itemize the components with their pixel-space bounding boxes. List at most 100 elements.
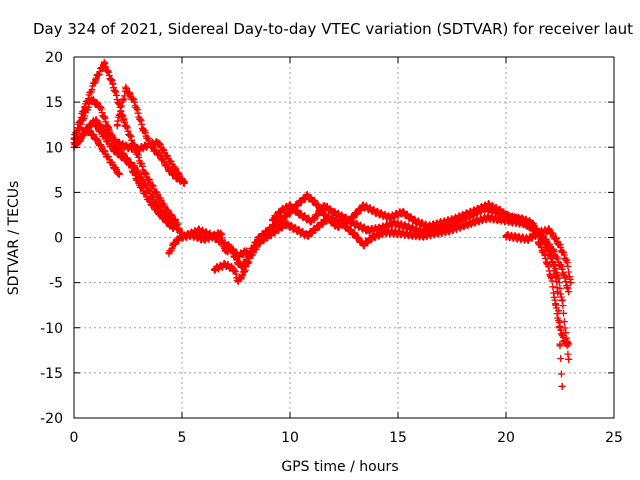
data-point: [338, 219, 346, 227]
series-trace-12: [534, 238, 573, 348]
data-point: [442, 223, 450, 231]
data-point: [558, 382, 566, 390]
data-point: [120, 154, 128, 162]
y-tick-label: 15: [45, 95, 63, 111]
data-point: [275, 217, 283, 225]
data-point: [226, 243, 234, 251]
data-point: [74, 139, 82, 147]
series-trace-11: [502, 225, 575, 287]
data-point: [282, 220, 290, 228]
grid-lines: [74, 57, 614, 418]
data-point: [295, 199, 303, 207]
data-point: [550, 247, 558, 255]
data-point: [146, 197, 154, 205]
x-tick-label: 25: [605, 430, 623, 446]
data-point: [115, 170, 123, 178]
data-point: [122, 85, 130, 93]
data-point: [238, 271, 246, 279]
x-tick-label: 15: [389, 430, 407, 446]
data-point: [325, 214, 333, 222]
y-tick-label: 10: [45, 140, 63, 156]
data-point: [565, 288, 573, 296]
x-tick-label: 10: [281, 430, 299, 446]
data-point: [96, 103, 104, 111]
data-point: [83, 125, 91, 133]
data-point: [554, 238, 562, 246]
data-point: [277, 206, 285, 214]
data-point: [146, 141, 154, 149]
data-point: [515, 215, 523, 223]
data-point: [172, 166, 180, 174]
data-point: [545, 226, 553, 234]
data-point: [534, 238, 542, 246]
data-point: [100, 148, 108, 156]
data-point: [234, 259, 242, 267]
data-point: [100, 59, 108, 67]
x-tick-label: 5: [178, 430, 187, 446]
y-tick-label: -15: [40, 366, 63, 382]
data-point: [303, 232, 311, 240]
data-point: [385, 214, 393, 222]
data-point: [340, 214, 348, 222]
y-tick-label: -10: [40, 321, 63, 337]
data-point: [195, 226, 203, 234]
data-point: [141, 181, 149, 189]
data-point: [79, 116, 87, 124]
data-point: [467, 211, 475, 219]
data-point: [502, 212, 510, 220]
data-point: [290, 224, 298, 232]
series-trace-5: [74, 125, 123, 178]
data-point: [398, 208, 406, 216]
data-point: [163, 152, 171, 160]
data-point: [92, 116, 100, 124]
data-point: [567, 279, 575, 287]
data-point: [351, 231, 359, 239]
data-point: [472, 217, 480, 225]
data-point: [524, 235, 532, 243]
data-point: [102, 130, 110, 138]
data-point: [329, 208, 337, 216]
data-point: [180, 179, 188, 187]
data-point: [152, 199, 160, 207]
data-point: [303, 192, 311, 200]
data-point: [208, 232, 216, 240]
data-point: [182, 232, 190, 240]
data-point: [513, 234, 521, 241]
data-point: [454, 217, 462, 225]
data-point: [113, 121, 121, 129]
data-point: [416, 227, 424, 235]
data-point: [565, 340, 573, 348]
chart-title: Day 324 of 2021, Sidereal Day-to-day VTE…: [33, 20, 633, 38]
data-point: [541, 252, 549, 260]
data-point: [165, 250, 173, 258]
data-point: [124, 143, 132, 151]
data-point: [312, 199, 320, 207]
data-point: [109, 80, 117, 88]
data-point: [537, 228, 545, 236]
data-point: [256, 238, 264, 246]
data-point: [141, 170, 149, 178]
data-point: [502, 232, 510, 240]
data-point: [552, 301, 560, 309]
data-point: [87, 95, 95, 103]
data-point: [269, 229, 277, 237]
series-trace-6: [92, 116, 188, 187]
data-point: [109, 161, 117, 169]
data-point: [493, 208, 501, 216]
x-axis-label: GPS time / hours: [281, 459, 398, 475]
data-point: [364, 226, 372, 234]
data-point: [217, 238, 225, 246]
axis-ticks: 0 5 10 15 20 25 -20 -15 -10 -5 0 5 10 15 20: [40, 50, 623, 446]
data-point: [480, 205, 488, 213]
plot-area: [70, 58, 575, 390]
data-point: [221, 247, 229, 255]
series-markers: [269, 200, 573, 296]
data-point: [130, 98, 138, 106]
data-point: [359, 202, 367, 210]
data-point: [152, 188, 160, 196]
data-point: [269, 215, 277, 223]
data-point: [547, 274, 555, 282]
y-tick-label: 20: [45, 50, 63, 66]
data-point: [286, 202, 294, 210]
